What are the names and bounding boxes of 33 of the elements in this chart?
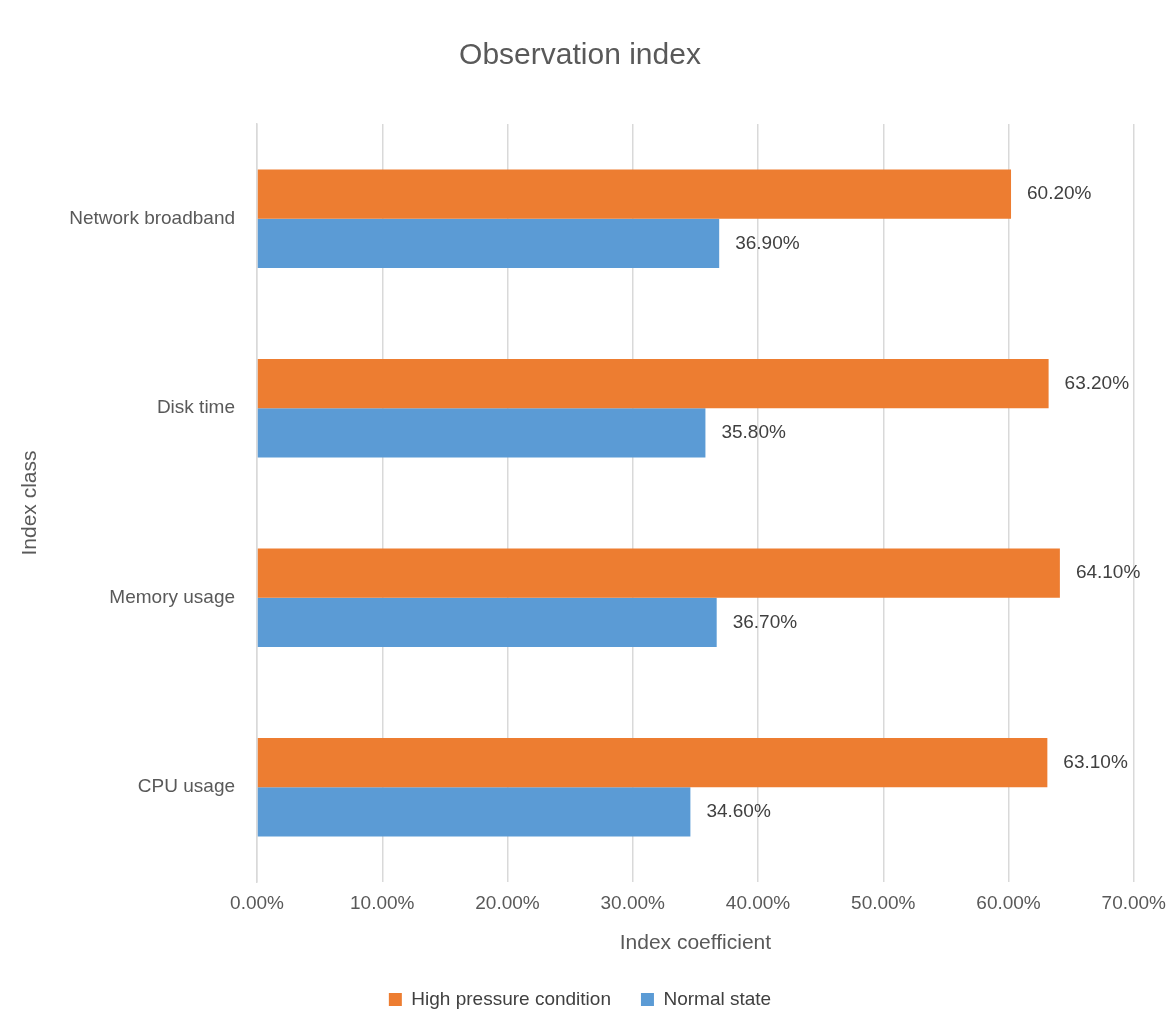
- chart-title: Observation index: [459, 37, 701, 71]
- data-label: 60.20%: [1027, 182, 1092, 204]
- x-tick-label: 30.00%: [600, 891, 666, 913]
- bar: [257, 218, 720, 269]
- x-tick-label: 60.00%: [976, 891, 1041, 913]
- y-tick-label: Memory usage: [109, 585, 236, 607]
- legend-label: High pressure condition: [411, 987, 611, 1009]
- x-tick-label: 20.00%: [475, 891, 540, 913]
- y-tick-label: Disk time: [156, 396, 236, 418]
- bar: [257, 737, 1048, 788]
- x-tick-label: 10.00%: [350, 891, 415, 913]
- legend-label: Normal state: [663, 987, 772, 1009]
- y-tick-label: Network broadband: [69, 206, 236, 228]
- y-axis-title: Index class: [17, 450, 41, 556]
- bar: [257, 169, 1012, 219]
- bar: [257, 408, 706, 458]
- data-label: 35.80%: [721, 421, 786, 443]
- bar: [257, 787, 691, 837]
- bar: [257, 548, 1060, 598]
- data-label: 64.10%: [1075, 561, 1141, 583]
- x-axis-title: Index coefficient: [619, 930, 772, 954]
- data-label: 34.60%: [706, 800, 771, 822]
- data-label: 36.70%: [732, 610, 798, 632]
- x-tick-label: 50.00%: [851, 891, 916, 913]
- x-tick-label: 70.00%: [1101, 891, 1167, 913]
- x-tick-label: 0.00%: [230, 891, 285, 913]
- bar: [257, 597, 717, 648]
- x-tick-label: 40.00%: [725, 891, 791, 913]
- y-tick-label: CPU usage: [137, 775, 236, 797]
- bar: [257, 358, 1049, 409]
- data-label: 63.20%: [1064, 371, 1130, 393]
- data-label: 36.90%: [735, 231, 800, 253]
- data-label: 63.10%: [1063, 750, 1128, 772]
